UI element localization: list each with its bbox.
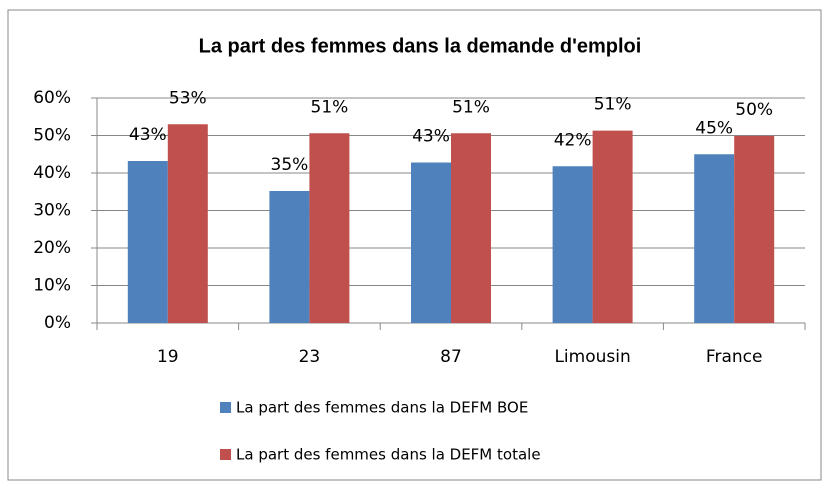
- data-label: 51%: [311, 97, 349, 117]
- bar: [592, 130, 633, 323]
- bar: [309, 133, 350, 323]
- data-label: 43%: [412, 127, 450, 147]
- bar: [734, 135, 775, 323]
- y-tick-label: 40%: [33, 163, 71, 183]
- data-label: 50%: [735, 100, 773, 120]
- bar: [411, 162, 451, 323]
- bar: [694, 154, 735, 323]
- legend-label: La part des femmes dans la DEFM totale: [236, 446, 541, 464]
- y-tick-label: 30%: [33, 201, 71, 221]
- legend-swatch: [220, 449, 231, 460]
- bar: [167, 124, 208, 323]
- data-label: 53%: [169, 88, 207, 108]
- legend-label: La part des femmes dans la DEFM BOE: [236, 399, 528, 417]
- y-tick-label: 60%: [33, 88, 71, 108]
- y-tick-label: 50%: [33, 126, 71, 146]
- bar: [127, 161, 168, 323]
- data-label: 51%: [452, 97, 490, 117]
- x-tick-label: France: [706, 347, 763, 367]
- x-tick-label: 19: [157, 347, 179, 367]
- data-label: 45%: [695, 118, 733, 138]
- y-tick-label: 20%: [33, 238, 71, 258]
- x-tick-label: 87: [440, 347, 462, 367]
- chart-title: La part des femmes dans la demande d'emp…: [199, 35, 642, 57]
- x-tick-label: Limousin: [554, 347, 630, 367]
- data-label: 35%: [271, 155, 309, 175]
- bar: [269, 191, 310, 323]
- bar: [451, 133, 491, 323]
- y-tick-label: 0%: [44, 313, 71, 333]
- legend-swatch: [220, 402, 231, 413]
- bar: [552, 166, 593, 323]
- x-tick-label: 23: [299, 347, 321, 367]
- data-label: 43%: [129, 125, 167, 145]
- data-label: 42%: [554, 130, 592, 150]
- data-label: 51%: [594, 95, 632, 115]
- y-tick-label: 10%: [33, 276, 71, 296]
